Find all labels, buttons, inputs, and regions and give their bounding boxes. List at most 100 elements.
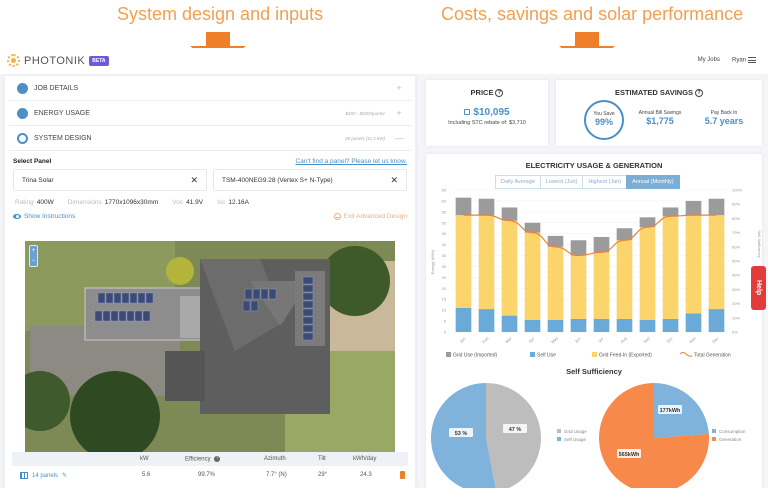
zoom-out-button[interactable]: − (31, 258, 36, 264)
expand-icon[interactable]: + (396, 83, 402, 93)
array-table-header: kW Efficiency ? Azimuth Tilt kWh/day (12, 452, 408, 466)
you-save-label: You Save (593, 111, 615, 117)
accordion-system-design[interactable]: SYSTEM DESIGN 28 panels (11.2 kW) — (9, 126, 411, 151)
table-row[interactable]: 14 panels ✎ 5.6 99.7% 7.7° (N) 29° 24.3 (12, 468, 408, 486)
beta-badge: BETA (89, 55, 109, 66)
tab-daily-average[interactable]: Daily Average (495, 175, 541, 189)
my-jobs-link[interactable]: My Jobs (697, 57, 720, 64)
legend-swatch (557, 429, 561, 433)
tab-annual-monthly[interactable]: Annual (Monthly) (626, 175, 680, 189)
caption-system-design: System design and inputs (117, 4, 324, 24)
panel-brand-select[interactable]: Trina Solar ✕ (13, 169, 207, 191)
help-circle-icon[interactable]: ? (495, 89, 504, 98)
user-menu[interactable]: Ryan (732, 57, 756, 64)
expand-icon[interactable]: + (396, 108, 402, 118)
menu-icon (748, 57, 756, 63)
svg-text:50%: 50% (732, 259, 740, 264)
svg-text:Self Sufficiency: Self Sufficiency (757, 230, 762, 257)
svg-text:10: 10 (442, 308, 447, 313)
svg-text:47 %: 47 % (509, 427, 522, 433)
price-card: PRICE? $10,095 Including STC rebate of: … (426, 80, 548, 146)
cant-find-panel-link[interactable]: Can't find a panel? Please let us know. (295, 158, 407, 165)
brand-logo[interactable]: PHOTONIK BETA (7, 54, 109, 67)
tab-highest[interactable]: Highest (Jan) (582, 175, 628, 189)
sun-icon (7, 54, 20, 67)
svg-text:Jun: Jun (573, 336, 581, 344)
savings-card: ESTIMATED SAVINGS? You Save 99% Annual B… (556, 80, 762, 146)
you-save-ring: You Save 99% (584, 100, 624, 140)
svg-text:Feb: Feb (481, 335, 490, 344)
collapse-icon[interactable]: — (395, 133, 404, 143)
delete-icon[interactable] (400, 471, 405, 479)
edit-icon[interactable]: ✎ (62, 473, 68, 479)
svg-text:Mar: Mar (504, 335, 513, 344)
spec-isc: Isc 12.16A (217, 199, 249, 206)
pencil-icon (17, 82, 28, 94)
panel-model-select[interactable]: TSM-400NEG9.28 (Vertex S+ N-Type) ✕ (213, 169, 407, 191)
price-amount: $10,095 (426, 107, 548, 118)
cell-efficiency: 99.7% (198, 472, 216, 478)
app-header: PHOTONIK BETA My Jobs Ryan (0, 48, 768, 74)
results-panel: PRICE? $10,095 Including STC rebate of: … (422, 74, 768, 488)
svg-text:565kWh: 565kWh (619, 452, 640, 458)
array-name[interactable]: 14 panels ✎ (20, 472, 67, 479)
spec-rating: Rating 400W (15, 199, 54, 206)
svg-text:Grid Feed-In (Exported): Grid Feed-In (Exported) (599, 353, 652, 359)
aerial-image (25, 241, 395, 452)
lock-icon (464, 109, 471, 116)
svg-text:20: 20 (442, 286, 447, 291)
legend-swatch (557, 437, 561, 441)
you-save-value: 99% (594, 117, 613, 127)
svg-text:10%: 10% (732, 315, 740, 320)
user-name: Ryan (731, 57, 746, 64)
accordion-energy-usage[interactable]: ENERGY USAGE $400 - $500/quarter + (9, 101, 411, 126)
panel-brand-value: Trina Solar (22, 176, 54, 184)
svg-text:50: 50 (442, 220, 447, 225)
grid-icon (20, 472, 28, 479)
svg-text:70%: 70% (732, 230, 740, 235)
clear-icon[interactable]: ✕ (390, 174, 398, 185)
usage-generation-chart: 0 5 10 15 20 25 30 35 40 45 50 55 60 65 0% 10% 20% 30% 40%… (430, 188, 762, 359)
spec-voc: Voc 41.9V (172, 199, 204, 206)
svg-text:5: 5 (444, 319, 447, 324)
svg-text:Apr: Apr (527, 336, 535, 344)
map-zoom-control: + − (29, 245, 38, 267)
energy-icon (17, 107, 28, 119)
self-sufficiency-pies: 47 % 53 % 177kWh 565kWh (431, 383, 709, 488)
svg-text:Total Generation: Total Generation (694, 353, 731, 359)
clear-icon[interactable]: ✕ (190, 174, 198, 185)
col-kw: kW (140, 456, 149, 462)
pie1-legend: Grid Usage Self Usage (557, 428, 587, 444)
col-azimuth: Azimuth (264, 456, 286, 462)
cell-kw: 5.6 (142, 472, 151, 478)
svg-text:Oct: Oct (665, 335, 674, 344)
accordion-job-details[interactable]: JOB DETAILS + (9, 76, 411, 101)
help-button[interactable]: Help (751, 266, 766, 310)
aerial-roof-map[interactable]: + − (25, 241, 395, 452)
chart-title: ELECTRICITY USAGE & GENERATION (525, 161, 663, 170)
accordion-meta: $400 - $500/quarter (345, 110, 385, 116)
svg-text:0%: 0% (732, 330, 738, 335)
svg-text:Self Use: Self Use (537, 353, 556, 359)
accordion-meta: 28 panels (11.2 kW) (345, 135, 385, 141)
svg-text:35: 35 (442, 253, 447, 258)
col-tilt: Tilt (318, 456, 326, 462)
savings-title: ESTIMATED SAVINGS? (556, 88, 762, 98)
svg-text:Aug: Aug (619, 336, 628, 345)
annual-savings: Annual Bill Savings $1,775 (638, 110, 682, 126)
help-circle-icon[interactable]: ? (695, 89, 704, 98)
caption-costs-savings: Costs, savings and solar performance (441, 4, 744, 24)
exit-advanced-design-button[interactable]: Exit Advanced Design (333, 213, 407, 220)
zoom-in-button[interactable]: + (31, 248, 36, 254)
svg-text:100%: 100% (732, 188, 743, 193)
info-icon[interactable]: ? (214, 455, 221, 462)
show-instructions-button[interactable]: Show Instructions (13, 213, 75, 220)
pie2-legend: Consumption Generation (712, 428, 746, 444)
legend-swatch (712, 429, 716, 433)
svg-text:177kWh: 177kWh (660, 408, 681, 414)
svg-text:60: 60 (442, 198, 447, 203)
cell-kwh-day: 24.3 (360, 472, 372, 478)
svg-text:Sep: Sep (642, 335, 651, 344)
svg-text:Nov: Nov (688, 336, 697, 345)
svg-text:Dec: Dec (711, 336, 720, 345)
